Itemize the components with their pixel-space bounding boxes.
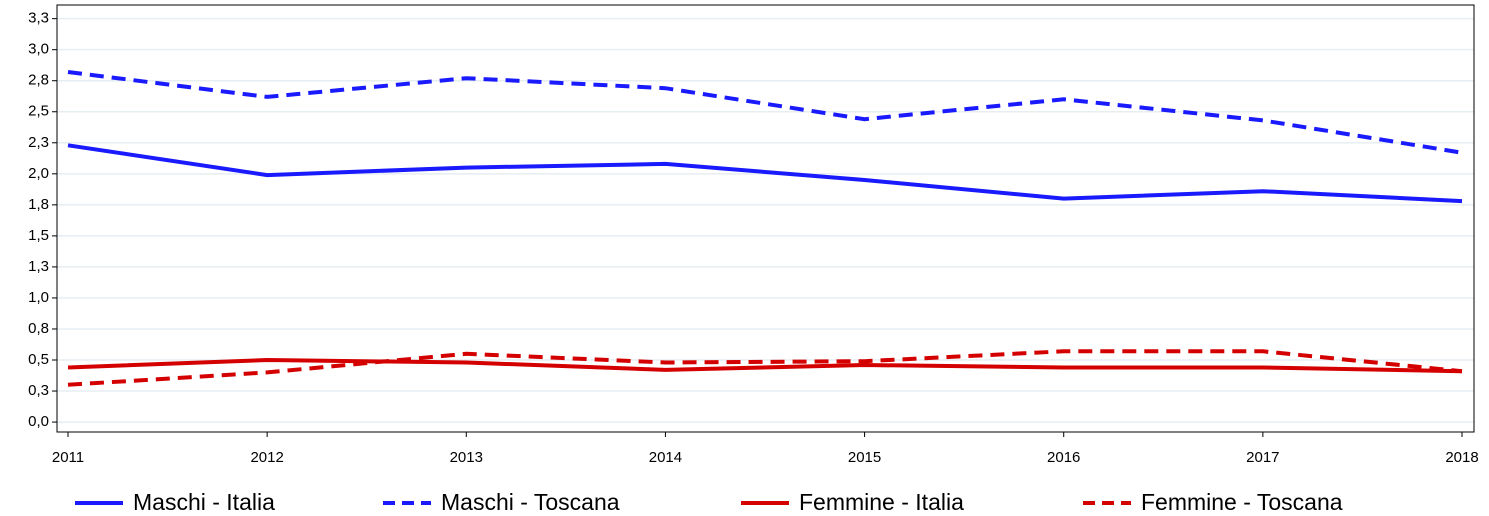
series-line: [67, 70, 1463, 155]
series-line: [67, 357, 1463, 374]
y-tick-label: 2,8: [28, 72, 49, 89]
y-tick-label: 1,3: [28, 258, 49, 275]
x-tick-label: 2013: [450, 449, 483, 466]
y-tick-label: 0,8: [28, 320, 49, 337]
y-tick-label: 1,8: [28, 196, 49, 213]
series-line: [67, 349, 1463, 387]
y-tick-label: 2,3: [28, 134, 49, 151]
legend-label: Femmine - Italia: [799, 489, 964, 515]
legend-label: Maschi - Italia: [133, 489, 275, 515]
y-tick-label: 2,0: [28, 165, 49, 182]
y-tick-label: 3,3: [28, 10, 49, 27]
legend-label: Femmine - Toscana: [1141, 489, 1343, 515]
series-line: [67, 143, 1463, 204]
legend-label: Maschi - Toscana: [441, 489, 620, 515]
x-tick-label: 2017: [1246, 449, 1279, 466]
y-tick-label: 1,0: [28, 289, 49, 306]
y-tick-label: 0,0: [28, 413, 49, 430]
x-tick-label: 2011: [52, 449, 84, 466]
x-tick-label: 2012: [250, 449, 283, 466]
x-tick-label: 2018: [1445, 449, 1478, 466]
y-tick-label: 0,3: [28, 382, 49, 399]
y-tick-label: 3,0: [28, 41, 49, 58]
x-tick-label: 2015: [848, 449, 881, 466]
y-tick-label: 1,5: [28, 227, 49, 244]
y-tick-label: 2,5: [28, 103, 49, 120]
x-tick-label: 2016: [1047, 449, 1080, 466]
x-tick-label: 2014: [649, 449, 682, 466]
plot-frame: [56, 4, 1475, 433]
y-tick-label: 0,5: [28, 351, 49, 368]
